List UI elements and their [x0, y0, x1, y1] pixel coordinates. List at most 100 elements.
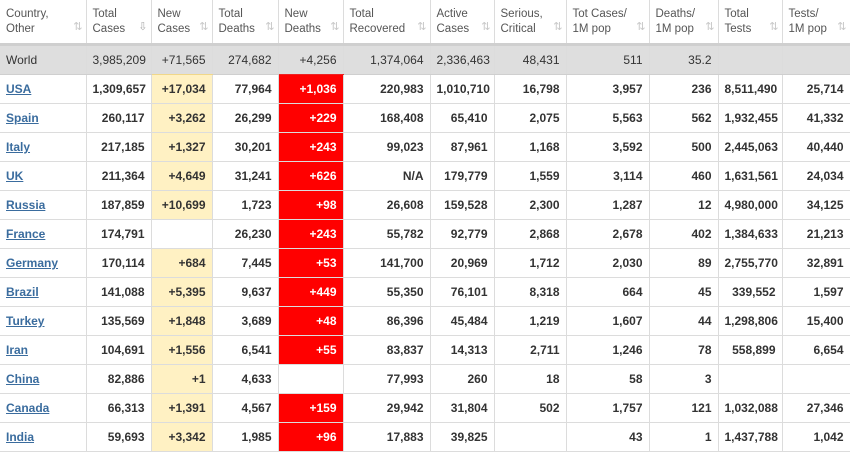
cell-total-recovered: 55,350: [343, 277, 431, 307]
header-label-line2: Cases: [92, 22, 126, 35]
column-header-total-deaths[interactable]: Total Deaths ⇅: [212, 0, 279, 46]
cell-tot-cases-per-1m: 3,592: [566, 132, 650, 162]
cell-total-cases: 135,569: [86, 306, 152, 336]
sort-icon[interactable]: ⇅: [769, 21, 778, 33]
country-link[interactable]: China: [6, 372, 40, 386]
cell-deaths-per-1m: 12: [649, 190, 719, 220]
country-link[interactable]: Italy: [6, 140, 31, 154]
column-header-serious-critical[interactable]: Serious, Critical ⇅: [494, 0, 567, 46]
cell-country: India: [0, 422, 87, 452]
cell-active-cases: 31,804: [430, 393, 495, 423]
column-header-total-recovered[interactable]: Total Recovered ⇅: [343, 0, 431, 46]
cell-tot-cases-per-1m: 3,957: [566, 74, 650, 104]
sort-icon[interactable]: ⇅: [330, 21, 339, 33]
cell-active-cases: 87,961: [430, 132, 495, 162]
cell-deaths-per-1m: 562: [649, 103, 719, 133]
country-link[interactable]: India: [6, 430, 35, 444]
header-label-line1: Tests/: [788, 7, 819, 20]
cell-tests-per-1m: 1,597: [782, 277, 850, 307]
column-header-deaths-per-1m[interactable]: Deaths/1M pop ⇅: [649, 0, 719, 46]
column-header-total-tests[interactable]: Total Tests ⇅: [718, 0, 783, 46]
cell-new-deaths: +4,256: [278, 44, 344, 75]
cell-total-cases: 66,313: [86, 393, 152, 423]
cell-new-deaths: +53: [278, 248, 344, 278]
cell-total-recovered: 220,983: [343, 74, 431, 104]
column-header-country[interactable]: Country, Other ⇅: [0, 0, 87, 46]
sort-icon[interactable]: ⇅: [73, 21, 82, 33]
country-link[interactable]: Brazil: [6, 285, 39, 299]
sort-icon[interactable]: ⇅: [481, 21, 490, 33]
header-row: Country, Other ⇅ Total Cases ⇩ New Cases ⇅ Total D…: [0, 0, 850, 46]
column-header-new-cases[interactable]: New Cases ⇅: [151, 0, 213, 46]
cell-new-deaths: +48: [278, 306, 344, 336]
sort-icon[interactable]: ⇅: [265, 21, 274, 33]
cell-total-cases: 3,985,209: [86, 44, 152, 75]
cell-total-cases: 211,364: [86, 161, 152, 191]
cell-total-deaths: 26,299: [212, 103, 279, 133]
cell-serious-critical: 16,798: [494, 74, 567, 104]
column-header-tests-per-1m[interactable]: Tests/1M pop ⇅: [782, 0, 850, 46]
sort-descending-icon[interactable]: ⇩: [138, 21, 147, 33]
cell-active-cases: 179,779: [430, 161, 495, 191]
cell-total-recovered: 83,837: [343, 335, 431, 365]
cell-total-cases: 174,791: [86, 219, 152, 249]
country-link[interactable]: USA: [6, 82, 32, 96]
cell-active-cases: 92,779: [430, 219, 495, 249]
cell-serious-critical: 18: [494, 364, 567, 394]
cell-tests-per-1m: 41,332: [782, 103, 850, 133]
sort-icon[interactable]: ⇅: [417, 21, 426, 33]
table-row: Brazil 141,088 +5,395 9,637 +449 55,350 76,101…: [0, 277, 850, 307]
cell-deaths-per-1m: 236: [649, 74, 719, 104]
cell-country: World: [0, 44, 87, 75]
table-row: Turkey 135,569 +1,848 3,689 +48 86,396 45,484 1…: [0, 306, 850, 336]
cell-tot-cases-per-1m: 1,757: [566, 393, 650, 423]
header-label-line2: 1M pop: [788, 22, 827, 35]
column-header-tot-cases-per-1m[interactable]: Tot Cases/1M pop ⇅: [566, 0, 650, 46]
column-header-new-deaths[interactable]: New Deaths ⇅: [278, 0, 344, 46]
cell-total-recovered: 86,396: [343, 306, 431, 336]
sort-icon[interactable]: ⇅: [705, 21, 714, 33]
cell-tot-cases-per-1m: 1,287: [566, 190, 650, 220]
cell-tot-cases-per-1m: 511: [566, 44, 650, 75]
cell-active-cases: 1,010,710: [430, 74, 495, 104]
sort-icon[interactable]: ⇅: [553, 21, 562, 33]
header-label-line2: 1M pop: [572, 22, 611, 35]
country-link[interactable]: Canada: [6, 401, 50, 415]
cell-total-deaths: 274,682: [212, 44, 279, 75]
cell-tests-per-1m: 32,891: [782, 248, 850, 278]
table-row: Germany 170,114 +684 7,445 +53 141,700 20,969 1…: [0, 248, 850, 278]
header-label-line1: Total: [349, 7, 374, 20]
country-link[interactable]: Turkey: [6, 314, 45, 328]
sort-icon[interactable]: ⇅: [636, 21, 645, 33]
cell-deaths-per-1m: 78: [649, 335, 719, 365]
cell-serious-critical: 2,300: [494, 190, 567, 220]
table-row: China 82,886 +1 4,633 77,993 260 18 58 3: [0, 364, 850, 394]
country-link[interactable]: Iran: [6, 343, 29, 357]
cell-total-tests: 339,552: [718, 277, 783, 307]
header-label-line2: Deaths: [284, 22, 321, 35]
country-link[interactable]: France: [6, 227, 46, 241]
cell-tests-per-1m: 40,440: [782, 132, 850, 162]
cell-new-cases: +684: [151, 248, 213, 278]
cell-new-cases: +5,395: [151, 277, 213, 307]
header-label-line2: Cases: [157, 22, 191, 35]
country-link[interactable]: Russia: [6, 198, 46, 212]
world-total-row: World 3,985,209 +71,565 274,682 +4,256 1,374,…: [0, 44, 850, 75]
cell-deaths-per-1m: 3: [649, 364, 719, 394]
cell-deaths-per-1m: 460: [649, 161, 719, 191]
country-link[interactable]: Spain: [6, 111, 39, 125]
cell-country: Iran: [0, 335, 87, 365]
table-row: Italy 217,185 +1,327 30,201 +243 99,023 87,961…: [0, 132, 850, 162]
cell-serious-critical: 502: [494, 393, 567, 423]
column-header-total-cases[interactable]: Total Cases ⇩: [86, 0, 152, 46]
country-link[interactable]: Germany: [6, 256, 59, 270]
column-header-active-cases[interactable]: Active Cases ⇅: [430, 0, 495, 46]
sort-icon[interactable]: ⇅: [199, 21, 208, 33]
cell-new-cases: +10,699: [151, 190, 213, 220]
sort-icon[interactable]: ⇅: [837, 21, 846, 33]
cell-total-deaths: 30,201: [212, 132, 279, 162]
cell-serious-critical: 48,431: [494, 44, 567, 75]
country-link[interactable]: UK: [6, 169, 24, 183]
cell-new-cases: +71,565: [151, 44, 213, 75]
cell-total-cases: 170,114: [86, 248, 152, 278]
